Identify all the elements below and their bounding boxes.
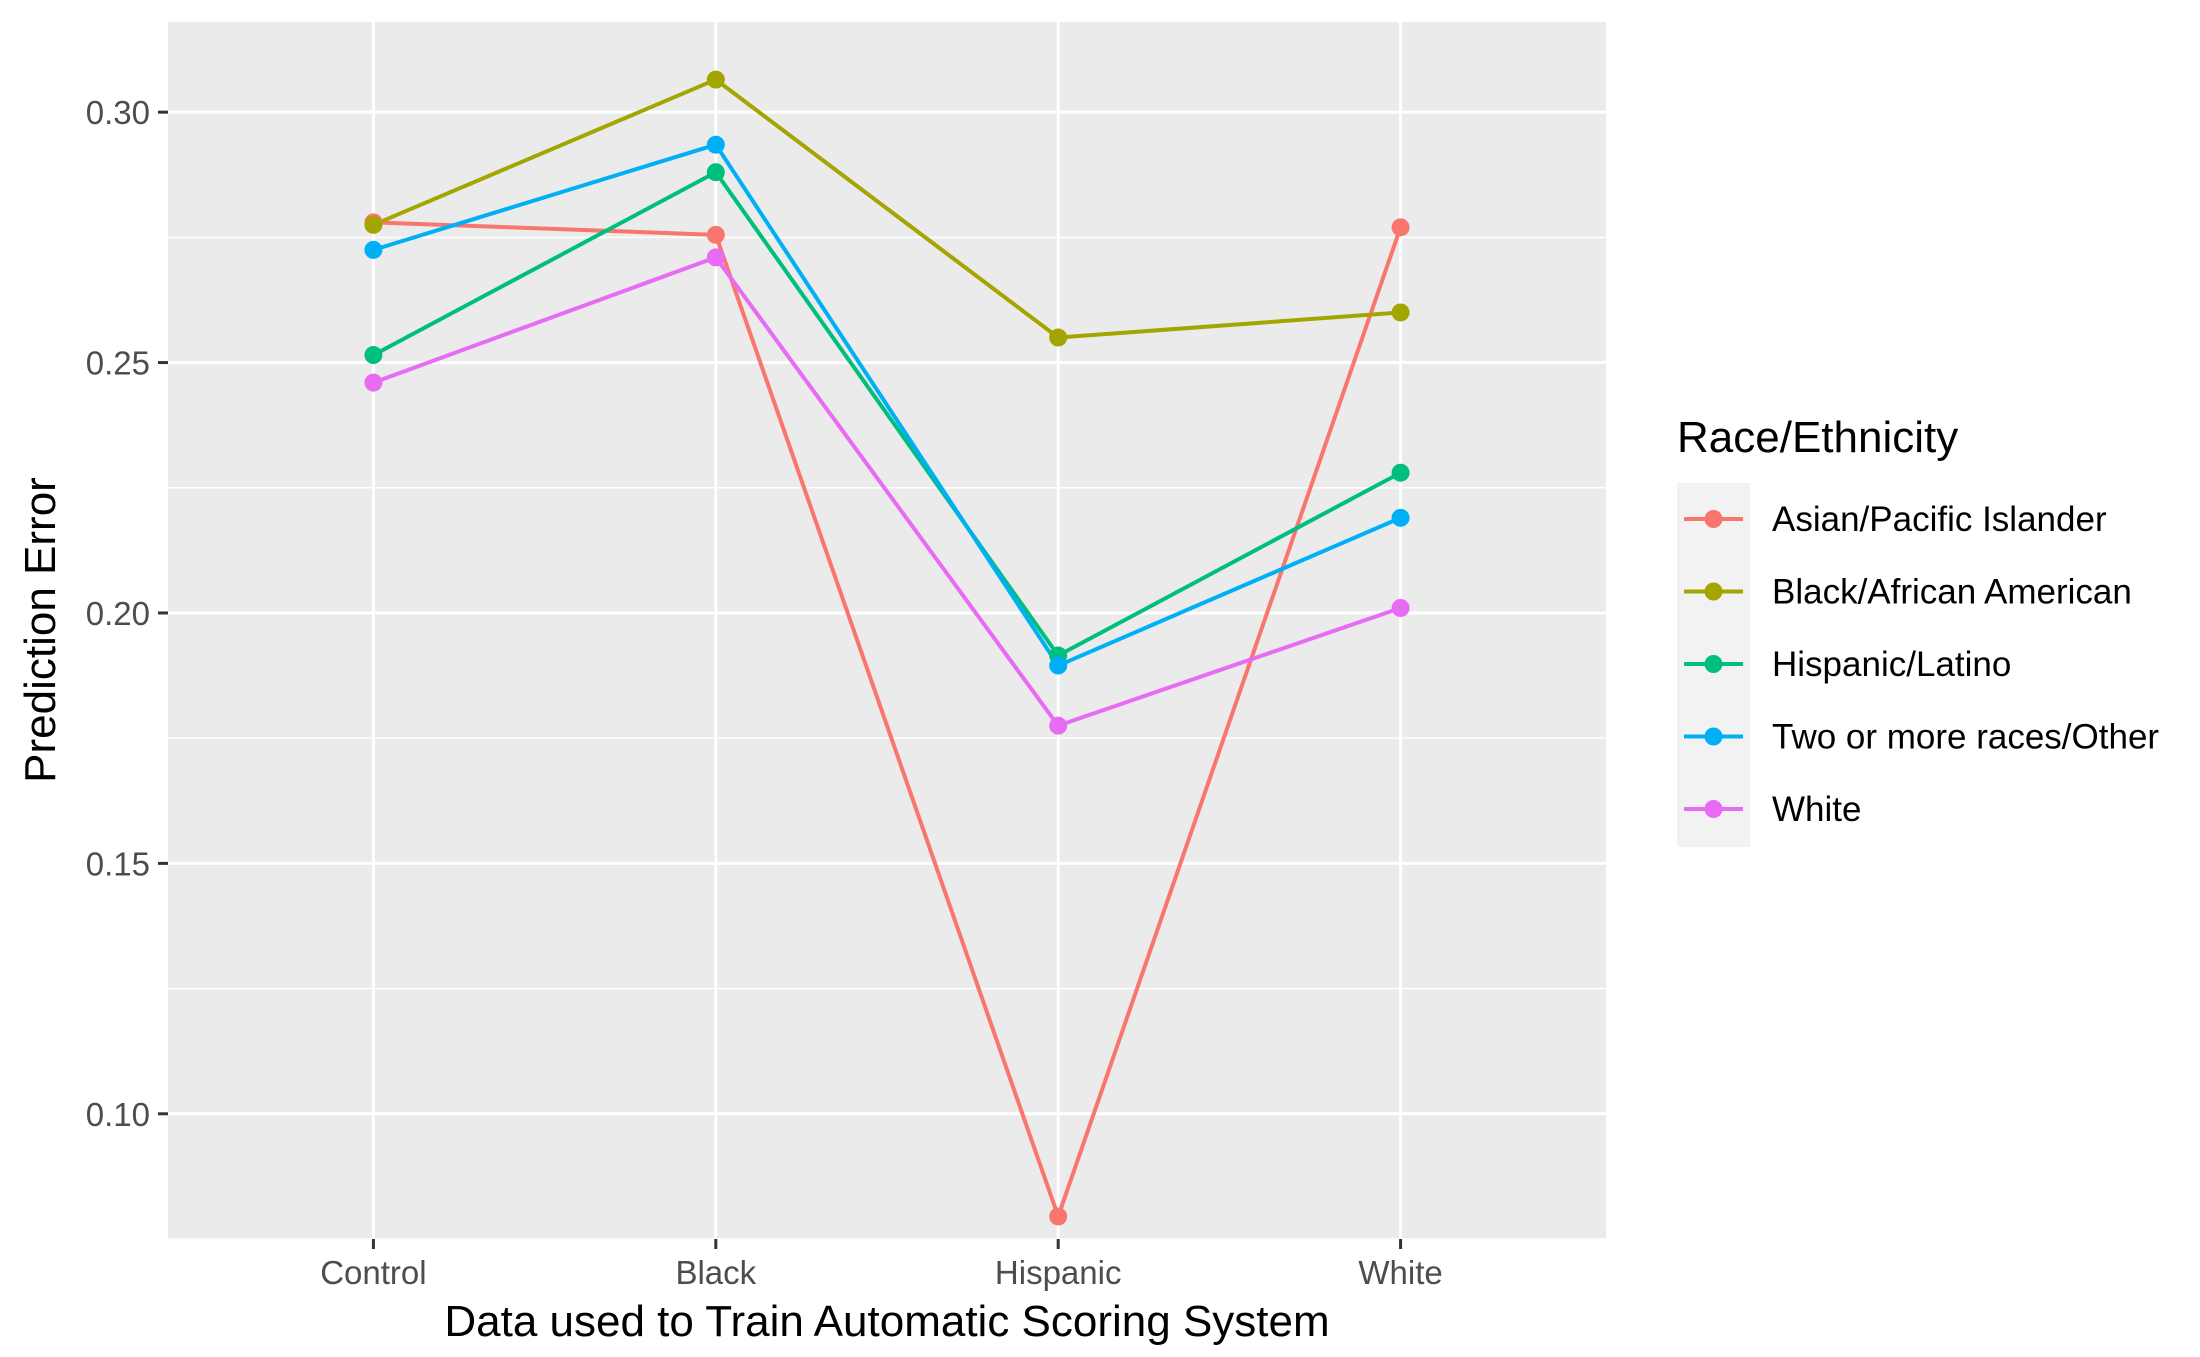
series-line xyxy=(373,220,1403,1219)
y-tick-label: 0.10 xyxy=(86,1096,150,1133)
panel-background xyxy=(168,22,1606,1239)
data-point xyxy=(364,215,383,234)
legend-label: Two or more races/Other xyxy=(1772,718,2159,757)
data-point xyxy=(1049,328,1068,347)
data-point xyxy=(706,248,725,267)
data-point xyxy=(1049,716,1068,735)
series-line xyxy=(372,255,1402,728)
data-point xyxy=(1391,303,1410,322)
x-tick-label: Hispanic xyxy=(995,1254,1122,1291)
data-point xyxy=(364,240,383,259)
series-points xyxy=(364,70,1410,1226)
data-point xyxy=(1049,656,1068,675)
data-point xyxy=(1391,508,1410,527)
data-point xyxy=(364,373,383,392)
x-axis: Control Black Hispanic White xyxy=(320,1239,1443,1291)
series-lines xyxy=(372,77,1403,1219)
data-point xyxy=(364,346,383,365)
legend-label: White xyxy=(1772,790,1861,829)
data-point xyxy=(706,70,725,89)
legend-title: Race/Ethnicity xyxy=(1677,413,1958,462)
y-axis: 0.10 0.15 0.20 0.25 0.30 xyxy=(86,94,168,1133)
data-point xyxy=(1049,1207,1068,1226)
series-line xyxy=(372,77,1401,340)
data-point xyxy=(706,163,725,182)
data-point xyxy=(706,225,725,244)
legend-key-point xyxy=(1704,727,1723,746)
x-tick-label: Control xyxy=(320,1254,426,1291)
x-axis-title: Data used to Train Automatic Scoring Sys… xyxy=(444,1297,1329,1346)
legend-key-point xyxy=(1704,582,1723,601)
y-tick-label: 0.20 xyxy=(86,595,150,632)
x-tick-label: Black xyxy=(675,1254,756,1291)
legend-label: Hispanic/Latino xyxy=(1772,645,2011,684)
legend-key-point xyxy=(1704,800,1723,818)
y-tick-label: 0.25 xyxy=(86,345,150,382)
y-tick-label: 0.15 xyxy=(86,845,150,882)
legend-label: Black/African American xyxy=(1772,573,2132,612)
data-point xyxy=(1391,218,1410,237)
data-point xyxy=(1391,598,1410,617)
legend: Race/Ethnicity Asian/Pacific Islander Bla… xyxy=(1677,413,2159,847)
data-point xyxy=(706,135,725,154)
y-tick-label: 0.30 xyxy=(86,94,150,131)
legend-key-point xyxy=(1704,655,1723,673)
y-axis-title: Prediction Error xyxy=(16,477,65,783)
series-line xyxy=(372,170,1402,658)
x-tick-label: White xyxy=(1358,1254,1442,1291)
series-line xyxy=(372,142,1402,668)
legend-label: Asian/Pacific Islander xyxy=(1772,500,2107,539)
data-point xyxy=(1391,463,1410,482)
legend-key-point xyxy=(1704,510,1723,528)
legend-items: Asian/Pacific Islander Black/African Amer… xyxy=(1684,500,2159,829)
